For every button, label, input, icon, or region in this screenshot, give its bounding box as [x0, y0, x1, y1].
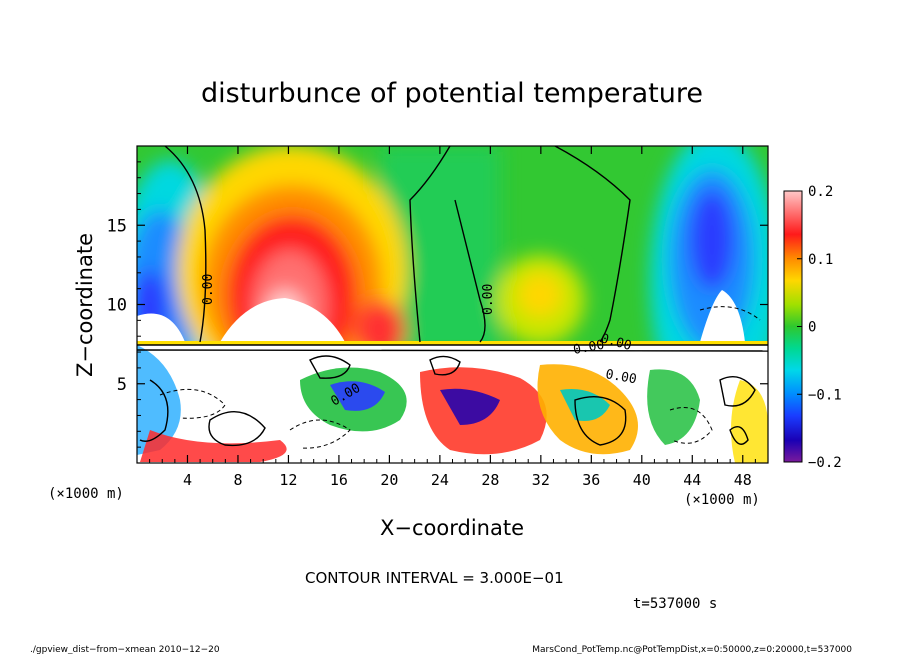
x-tick-label: 32 — [532, 471, 550, 489]
colorbar-ticks: 0.2 0.1 0 −0.1 −0.2 — [797, 184, 842, 471]
contour-lines — [137, 146, 768, 447]
x-tick-label: 44 — [683, 471, 701, 489]
contour-label: 0.00 — [604, 367, 637, 387]
x-tick-label: 8 — [233, 471, 242, 489]
x-unit-right: (×1000 m) — [684, 492, 760, 508]
colorbar-tick-label: −0.2 — [808, 455, 842, 471]
y-tick-label: 5 — [117, 375, 127, 395]
contour-label: 0.00 — [201, 274, 216, 305]
colorbar: 0.2 0.1 0 −0.1 −0.2 — [783, 184, 842, 471]
heatmap-field — [137, 146, 768, 463]
colorbar-tick-label: −0.1 — [808, 387, 842, 403]
y-axis-label: Z−coordinate — [73, 233, 97, 377]
footer-right: MarsCond_PotTemp.nc@PotTempDist,x=0:5000… — [532, 645, 852, 654]
x-tick-label: 48 — [734, 471, 752, 489]
time-text: t=537000 s — [633, 596, 717, 612]
y-tick-label: 10 — [107, 296, 127, 316]
colorbar-tick-label: 0 — [808, 320, 816, 336]
contour-label: 0.00 — [481, 284, 496, 315]
x-tick-label: 36 — [582, 471, 600, 489]
x-tick-label: 12 — [279, 471, 297, 489]
x-tick-label: 40 — [633, 471, 651, 489]
x-tick-label: 28 — [481, 471, 499, 489]
x-tick-label: 24 — [431, 471, 449, 489]
y-axis-ticks: 5 10 15 — [107, 161, 768, 448]
contour-label: 0.00 — [572, 338, 605, 358]
x-tick-label: 4 — [183, 471, 192, 489]
x-tick-label: 16 — [330, 471, 348, 489]
x-axis-label: X−coordinate — [380, 516, 524, 540]
plot-area: 0.00 0.00 0.00 0.00 0.00 0.00 4 8 12 16 20 24… — [107, 145, 769, 489]
colorbar-tick-label: 0.2 — [808, 184, 833, 200]
x-tick-label: 20 — [380, 471, 398, 489]
y-tick-label: 15 — [107, 216, 127, 236]
colorbar-tick-label: 0.1 — [808, 252, 833, 268]
x-axis-ticks: 4 8 12 16 20 24 28 32 36 40 44 48 — [149, 146, 756, 489]
chart-title: disturbunce of potential temperature — [201, 78, 703, 109]
contour-interval-text: CONTOUR INTERVAL = 3.000E−01 — [305, 569, 564, 587]
dashed-contours — [159, 306, 761, 449]
x-unit-left: (×1000 m) — [48, 486, 124, 502]
footer-left: ./gpview_dist−from−xmean 2010−12−20 — [30, 645, 220, 654]
